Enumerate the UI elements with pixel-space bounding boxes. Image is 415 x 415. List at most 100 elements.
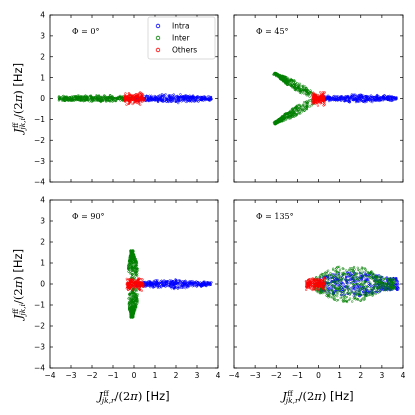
data-point	[138, 100, 141, 103]
data-point	[281, 115, 284, 118]
data-point	[123, 96, 126, 99]
data-point	[355, 288, 358, 291]
data-point	[381, 95, 384, 98]
data-point	[126, 94, 130, 98]
panel-4-points	[304, 265, 400, 304]
data-point	[298, 106, 301, 110]
data-point	[177, 101, 180, 105]
data-point	[278, 75, 282, 78]
data-point	[167, 98, 170, 101]
data-point	[390, 99, 393, 103]
data-point	[301, 109, 304, 112]
data-point	[371, 96, 374, 99]
data-point	[372, 98, 375, 101]
data-point	[152, 98, 155, 102]
data-point	[356, 98, 359, 101]
data-point	[284, 116, 287, 119]
data-point	[175, 99, 178, 103]
panel-1-points	[57, 91, 213, 106]
data-point	[316, 104, 320, 107]
data-point	[183, 97, 187, 100]
data-point	[381, 99, 385, 102]
data-point	[329, 97, 333, 100]
data-point	[393, 97, 396, 101]
data-point	[304, 101, 307, 104]
data-point	[299, 104, 303, 108]
data-point	[142, 97, 145, 100]
data-point	[131, 98, 134, 102]
data-point	[393, 96, 396, 99]
data-point	[129, 93, 132, 96]
data-point	[362, 293, 365, 297]
data-point	[273, 120, 276, 124]
data-point	[295, 105, 298, 108]
data-point	[150, 94, 153, 97]
data-point	[99, 95, 102, 99]
data-point	[210, 98, 213, 101]
data-point	[151, 99, 154, 102]
data-point	[306, 89, 309, 92]
data-point	[125, 103, 128, 106]
data-point	[283, 114, 286, 117]
data-point	[114, 99, 118, 102]
data-point	[200, 98, 204, 101]
data-point	[292, 86, 295, 89]
y-tick-label: 3	[40, 32, 45, 41]
data-point	[371, 95, 374, 98]
data-point	[305, 92, 308, 95]
data-point	[57, 99, 61, 102]
data-point	[361, 98, 364, 101]
data-point	[64, 99, 67, 103]
data-point	[132, 97, 136, 100]
data-point	[347, 298, 351, 302]
data-point	[375, 96, 379, 99]
data-point	[358, 95, 362, 99]
data-point	[73, 95, 76, 99]
data-point	[173, 97, 176, 100]
data-point	[305, 288, 308, 291]
data-point	[279, 116, 282, 120]
data-point	[73, 95, 76, 98]
data-point	[354, 93, 357, 96]
data-point	[302, 87, 305, 90]
data-point	[347, 100, 350, 103]
data-point	[62, 97, 66, 100]
data-point	[86, 99, 90, 102]
data-point	[353, 97, 356, 100]
data-point	[350, 93, 353, 96]
data-point	[296, 86, 299, 89]
data-point	[294, 87, 297, 90]
data-point	[207, 98, 211, 101]
data-point	[291, 110, 294, 113]
data-point	[193, 96, 196, 100]
data-point	[287, 113, 291, 117]
y-tick-label: −2	[34, 136, 45, 145]
cloud-others	[122, 91, 146, 106]
data-point	[149, 96, 152, 99]
data-point	[288, 80, 291, 83]
data-point	[163, 99, 166, 102]
data-point	[333, 94, 336, 98]
data-point	[76, 94, 80, 97]
data-point	[338, 268, 342, 271]
data-point	[364, 270, 368, 273]
data-point	[165, 98, 169, 101]
data-point	[97, 98, 100, 102]
data-point	[90, 100, 93, 103]
data-point	[289, 109, 292, 112]
data-point	[124, 92, 127, 95]
data-point	[161, 96, 164, 99]
data-point	[194, 98, 197, 102]
data-point	[139, 103, 142, 106]
data-point	[91, 96, 94, 99]
data-point	[147, 99, 150, 102]
data-point	[159, 95, 163, 98]
data-point	[145, 94, 148, 97]
data-point	[203, 98, 206, 101]
data-point	[109, 100, 112, 103]
data-point	[273, 122, 277, 126]
data-point	[308, 95, 311, 98]
data-point	[335, 97, 338, 101]
data-point	[111, 95, 114, 99]
